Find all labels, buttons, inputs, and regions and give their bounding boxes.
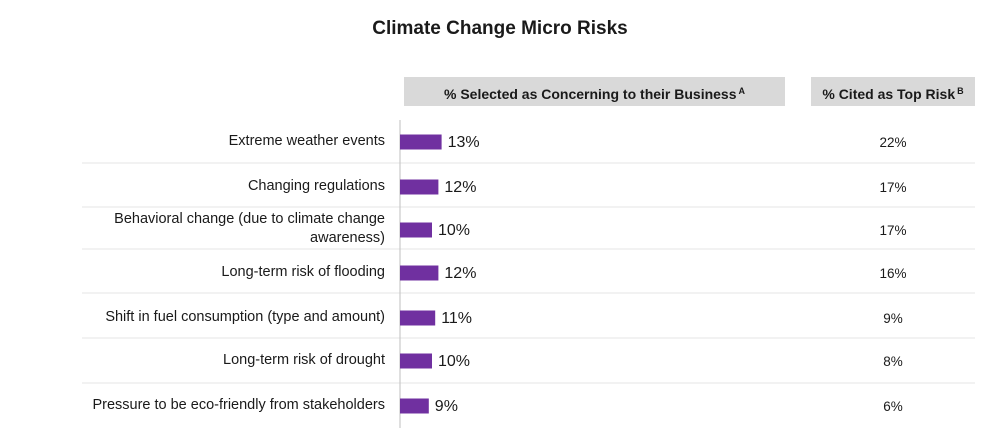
category-label: Long-term risk of drought	[223, 351, 385, 368]
bar-value-label: 12%	[444, 179, 476, 196]
bar-value-label: 12%	[444, 265, 476, 282]
column-header-top-risk-label: % Cited as Top Risk	[822, 86, 956, 102]
bar	[400, 179, 439, 195]
category-label: Shift in fuel consumption (type and amou…	[105, 308, 385, 325]
column-header-selected-footnote: A	[738, 86, 746, 96]
bar-value-label: 10%	[438, 222, 470, 239]
bar-value-label: 13%	[448, 134, 480, 151]
bar	[400, 134, 442, 150]
category-label: Extreme weather events	[228, 132, 385, 149]
column-header-selected: % Selected as Concerning to their Busine…	[404, 77, 785, 106]
bar-value-label: 10%	[438, 353, 470, 370]
bar	[400, 222, 432, 238]
bar	[400, 398, 429, 414]
top-risk-value: 9%	[883, 310, 903, 326]
category-label: Pressure to be eco-friendly from stakeho…	[92, 396, 385, 413]
top-risk-value: 6%	[883, 398, 903, 414]
top-risk-value: 17%	[879, 179, 907, 195]
top-risk-value: 17%	[879, 222, 907, 238]
bar-value-label: 9%	[435, 398, 458, 415]
bar	[400, 265, 439, 281]
top-risk-value: 22%	[879, 134, 907, 150]
bar	[400, 310, 436, 326]
category-label: Behavioral change (due to climate change…	[114, 211, 385, 246]
category-label: Changing regulations	[247, 177, 385, 194]
top-risk-value: 8%	[883, 353, 903, 369]
category-label: Long-term risk of flooding	[221, 263, 385, 280]
column-header-top-risk: % Cited as Top Risk B	[811, 77, 975, 106]
bar-value-label: 11%	[441, 310, 472, 327]
top-risk-value: 16%	[879, 265, 907, 281]
column-header-selected-label: % Selected as Concerning to their Busine…	[443, 86, 737, 102]
chart-title: Climate Change Micro Risks	[372, 18, 628, 39]
bar	[400, 353, 432, 369]
column-header-top-risk-footnote: B	[957, 86, 964, 96]
